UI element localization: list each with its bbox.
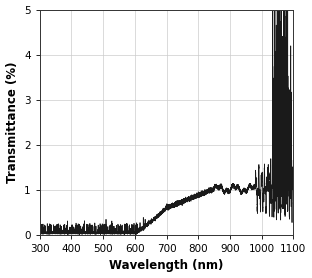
X-axis label: Wavelength (nm): Wavelength (nm) [109,259,224,272]
Y-axis label: Transmittance (%): Transmittance (%) [6,61,18,183]
